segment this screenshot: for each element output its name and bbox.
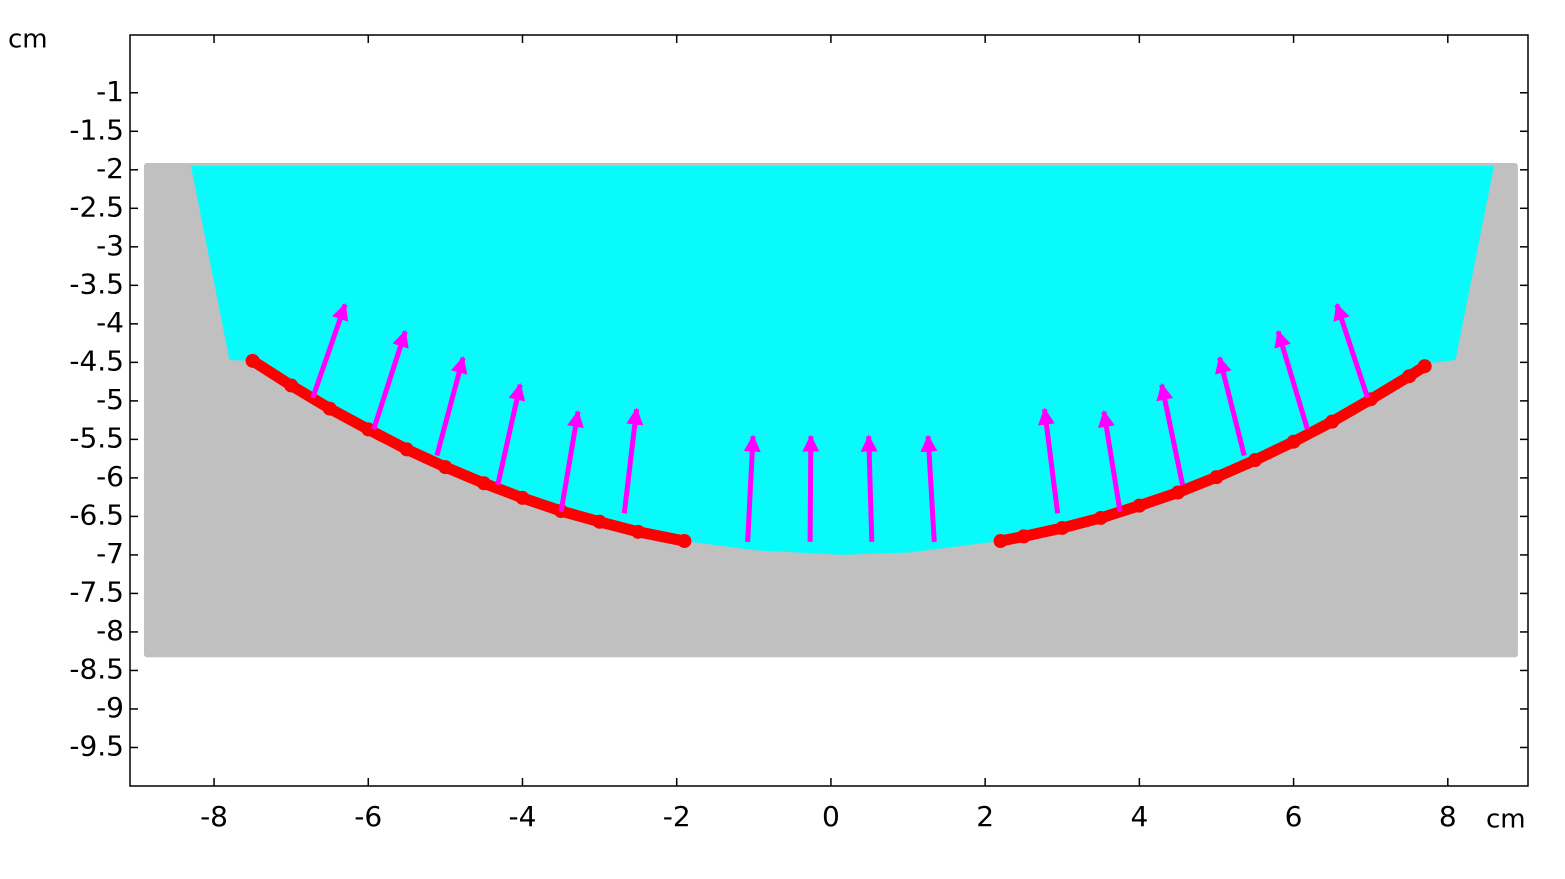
y-tick-label: -7 xyxy=(96,537,124,570)
arrow xyxy=(310,302,349,399)
boundary-node xyxy=(1286,434,1301,449)
arrow xyxy=(558,409,584,513)
boundary-node xyxy=(284,378,299,393)
y-tick-label: -5 xyxy=(96,383,124,416)
boundary-node xyxy=(322,401,337,416)
y-tick-label: -2 xyxy=(96,152,124,185)
y-tick-label: -6 xyxy=(96,460,124,493)
arrow xyxy=(1097,409,1123,513)
boundary-node xyxy=(1132,498,1147,513)
x-tick-label: -6 xyxy=(354,800,382,833)
x-tick-label: 2 xyxy=(976,800,994,833)
y-tick-label: -9.5 xyxy=(69,729,124,762)
boundary-node xyxy=(631,524,646,539)
y-tick-label: -6.5 xyxy=(69,498,124,531)
y-tick-label: -8.5 xyxy=(69,652,124,685)
x-tick-label: 4 xyxy=(1130,800,1148,833)
boundary-node xyxy=(476,476,491,491)
boundary-node xyxy=(1016,529,1031,544)
x-axis-label: cm xyxy=(1486,805,1526,835)
boundary-node xyxy=(1402,369,1417,384)
boundary-node xyxy=(1248,453,1263,468)
y-tick-label: -8 xyxy=(96,614,124,647)
boundary-node xyxy=(1055,520,1070,535)
boundary-node xyxy=(1170,485,1185,500)
boundary-node xyxy=(1209,470,1224,485)
y-tick-label: -9 xyxy=(96,691,124,724)
arrow xyxy=(860,434,878,542)
x-tick-label: -2 xyxy=(663,800,691,833)
y-tick-label: -3.5 xyxy=(69,267,124,300)
region xyxy=(190,165,1495,555)
x-tick-label: 0 xyxy=(822,800,840,833)
boundary-node xyxy=(1417,359,1432,374)
arrow xyxy=(743,434,761,542)
x-tick-label: 6 xyxy=(1285,800,1303,833)
x-tick-label: -4 xyxy=(509,800,537,833)
arrow xyxy=(1156,383,1185,486)
boundary-node xyxy=(592,514,607,529)
x-tick-label: -8 xyxy=(200,800,228,833)
boundary-node xyxy=(993,534,1008,549)
axes-frame xyxy=(129,34,1529,787)
arrow xyxy=(1038,407,1061,514)
arrow xyxy=(920,434,938,542)
arrow xyxy=(495,383,526,486)
arrow xyxy=(1333,302,1370,399)
arrow xyxy=(1274,329,1310,431)
y-axis-label: cm xyxy=(8,25,48,55)
y-tick-label: -5.5 xyxy=(69,421,124,454)
boundary-node xyxy=(399,442,414,457)
y-tick-label: -4.5 xyxy=(69,344,124,377)
y-tick-label: -3 xyxy=(96,229,124,262)
y-tick-label: -1 xyxy=(96,75,124,108)
arrow xyxy=(621,407,644,514)
y-tick-label: -4 xyxy=(96,306,124,339)
boundary-node xyxy=(361,422,376,437)
boundary-node xyxy=(515,490,530,505)
boundary-node xyxy=(1093,510,1108,525)
arrow xyxy=(1215,356,1247,457)
boundary-node xyxy=(245,353,260,368)
y-tick-label: -7.5 xyxy=(69,575,124,608)
y-tick-label: -1.5 xyxy=(69,113,124,146)
y-tick-label: -2.5 xyxy=(69,190,124,223)
boundary-node xyxy=(677,534,692,549)
boundary-node xyxy=(1325,414,1340,429)
arrow xyxy=(371,329,409,431)
arrow xyxy=(434,356,468,457)
plot-area xyxy=(143,162,1518,658)
x-tick-label: 8 xyxy=(1439,800,1457,833)
boundary-node xyxy=(438,460,453,475)
arrow xyxy=(802,434,820,542)
